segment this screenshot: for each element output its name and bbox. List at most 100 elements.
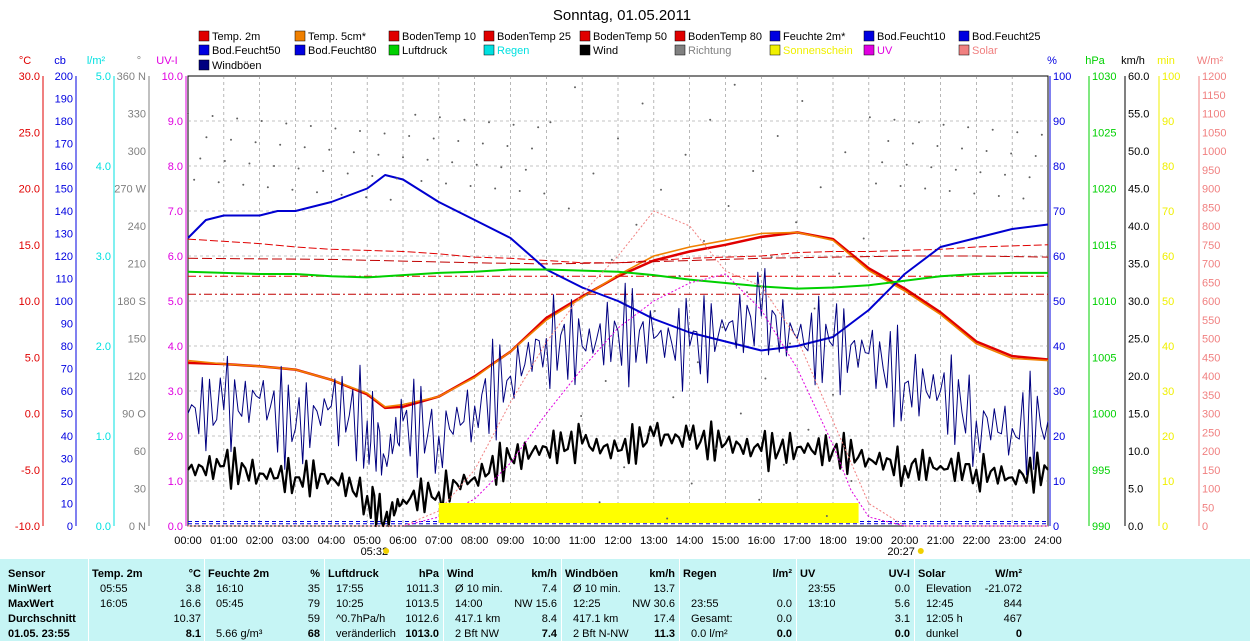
axis-unit: l/m²: [87, 55, 106, 67]
stats-cell: 8.4: [541, 613, 557, 625]
wind-direction-point: [199, 157, 202, 160]
stats-cell: 14:00: [455, 598, 483, 610]
stats-cell: 3.1: [894, 613, 910, 625]
stats-cell: 01.05. 23:55: [8, 628, 70, 640]
wind-direction-point: [776, 135, 779, 137]
axis-tick-label: 120: [55, 251, 73, 263]
wind-direction-point: [721, 326, 724, 329]
axis-tick-label: 0.0: [1128, 521, 1143, 533]
axis-tick-label: 10: [1162, 476, 1174, 488]
stats-cell: Ø 10 min.: [573, 583, 621, 595]
x-tick-label: 24:00: [1034, 535, 1062, 547]
wind-direction-point: [746, 291, 748, 294]
stats-cell: 59: [307, 613, 320, 625]
axis-tick-label: 60: [1053, 251, 1065, 263]
stats-cell: 1012.6: [405, 613, 439, 625]
stats-cell: Luftdruck: [328, 568, 379, 580]
stats-cell: Feuchte 2m: [208, 568, 270, 580]
wind-direction-point: [236, 117, 239, 120]
wind-direction-point: [623, 466, 626, 469]
axis-tick-label: 4.0: [168, 341, 183, 353]
wind-direction-point: [359, 130, 361, 132]
legend-swatch: [579, 30, 591, 42]
wind-direction-point: [672, 396, 675, 399]
axis-tick-label: 50.0: [1128, 146, 1149, 158]
stats-cell: Wind: [447, 568, 474, 580]
wind-direction-point: [893, 118, 896, 121]
stats-cell: 467: [1003, 613, 1022, 625]
x-tick-label: 21:00: [927, 535, 955, 547]
wind-direction-point: [985, 150, 988, 152]
axis-tick-label: 500: [1202, 334, 1220, 346]
legend-swatch: [483, 44, 495, 56]
axis-tick-label: 150: [128, 334, 146, 346]
wind-direction-point: [801, 100, 804, 102]
wind-direction-point: [426, 158, 429, 161]
stats-cell: 7.4: [541, 628, 557, 640]
wind-direction-point: [997, 195, 1000, 197]
legend-label: Sonnenschein: [783, 45, 853, 57]
axis-tick-label: 30: [1053, 386, 1065, 398]
axis-tick-label: 990: [1092, 521, 1110, 533]
wind-direction-point: [248, 162, 251, 165]
legend-swatch: [958, 44, 970, 56]
axis-tick-label: 0.0: [168, 521, 183, 533]
sunrise-label: 05:32: [361, 546, 389, 558]
wind-direction-point: [813, 307, 816, 310]
wind-direction-point: [727, 205, 730, 207]
axis-tick-label: 0: [1162, 521, 1168, 533]
series-line-solar: [188, 210, 1048, 527]
wind-direction-point: [991, 128, 994, 131]
stats-cell: 79: [307, 598, 320, 610]
stats-cell: 10:25: [336, 598, 364, 610]
stats-cell: Windböen: [565, 568, 619, 580]
wind-direction-point: [340, 193, 343, 196]
axis-tick-label: 150: [1202, 465, 1220, 477]
x-tick-label: 09:00: [497, 535, 525, 547]
wind-direction-point: [819, 186, 822, 189]
legend-label: Bod.Feucht80: [308, 45, 377, 57]
x-axis: 00:00 01:00 02:00 03:00 04:00 05:00 06:00 07:00…: [174, 535, 1062, 558]
series-line-luftdruck: [187, 268, 1048, 290]
axis-tick-label: 180: [55, 116, 73, 128]
legend-swatch: [958, 30, 970, 42]
stats-divider: [679, 559, 680, 641]
x-tick-label: 11:00: [569, 535, 596, 547]
stats-cell: 16:05: [100, 598, 128, 610]
stats-cell: 5.66 g/m³: [216, 628, 263, 640]
axis-unit: °C: [19, 55, 31, 67]
wind-direction-point: [610, 258, 613, 261]
wind-direction-point: [739, 412, 742, 415]
wind-direction-point: [494, 187, 497, 190]
legend-swatch: [769, 44, 781, 56]
axis-tick-label: 90 O: [122, 409, 146, 421]
axis-tick-label: 800: [1202, 221, 1220, 233]
axis-tick-label: 5.0: [96, 71, 111, 83]
x-tick-label: 12:00: [604, 535, 632, 547]
wind-direction-point: [481, 142, 484, 145]
axis-tick-label: 1.0: [96, 431, 111, 443]
wind-direction-point: [1022, 197, 1025, 200]
wind-direction-point: [678, 275, 681, 277]
sunshine-bar: [438, 503, 476, 523]
axis-tick-label: 1025: [1092, 127, 1116, 139]
axis-tick-label: 10: [1053, 476, 1065, 488]
wind-direction-point: [715, 447, 718, 450]
axis-tick-label: 40: [61, 431, 73, 443]
stats-cell: 417.1 km: [573, 613, 619, 625]
stats-cell: 1013.5: [405, 598, 439, 610]
axis-tick-label: 400: [1202, 371, 1220, 383]
stats-cell: 23:55: [808, 583, 836, 595]
stats-cell: 68: [307, 628, 320, 640]
stats-divider: [443, 559, 444, 641]
axis-tick-label: 60.0: [1128, 71, 1149, 83]
axis-tick-label: 1000: [1202, 146, 1226, 158]
axis-tick-label: -10.0: [15, 521, 40, 533]
axis-tick-label: 55.0: [1128, 109, 1149, 121]
axis-unit: cb: [54, 55, 66, 67]
x-tick-label: 17:00: [783, 535, 811, 547]
axis-tick-label: 1100: [1202, 109, 1226, 121]
axis-tick-label: 80: [1053, 161, 1065, 173]
wind-direction-point: [395, 177, 398, 180]
wind-direction-point: [273, 165, 275, 167]
